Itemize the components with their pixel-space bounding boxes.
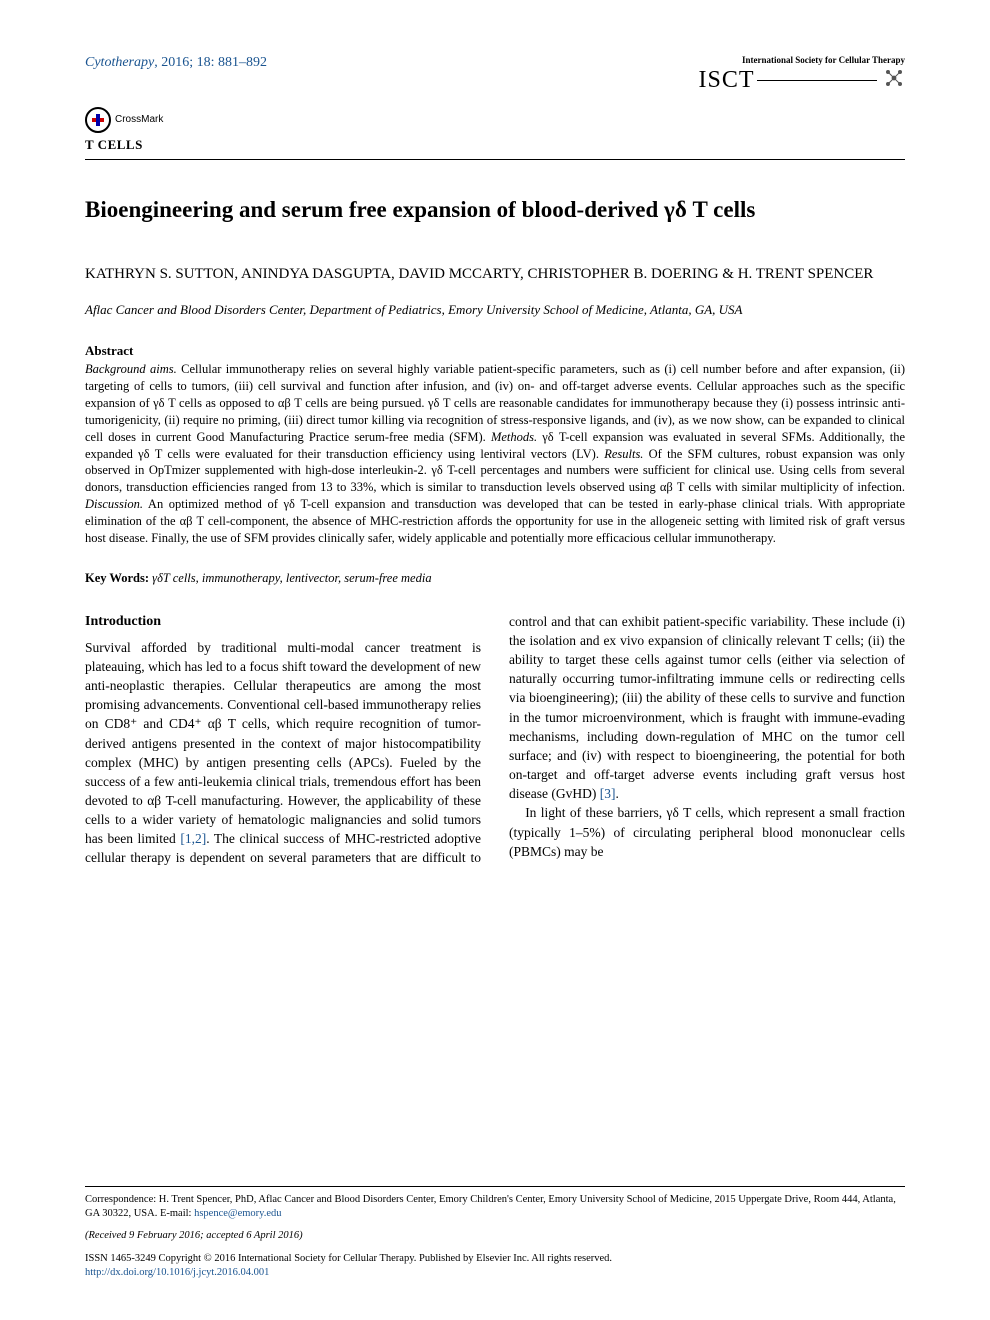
abstract-heading: Abstract [85,342,905,360]
correspondence-email[interactable]: hspence@emory.edu [194,1208,281,1219]
journal-year-pages: , 2016; 18: 881–892 [154,55,267,70]
crossmark-label: CrossMark [115,114,163,125]
footer-rule [85,1186,905,1187]
keywords-label: Key Words: [85,571,149,585]
section-label: T CELLS [85,137,905,153]
isct-tagline: International Society for Cellular Thera… [698,55,905,66]
keywords: Key Words: γδT cells, immunotherapy, len… [85,571,905,586]
intro-para-2: In light of these barriers, γδ T cells, … [509,803,905,860]
ref-link-1-2[interactable]: [1,2] [180,831,206,846]
abstract-methods-label: Methods. [491,430,537,444]
received-dates: (Received 9 February 2016; accepted 6 Ap… [85,1229,905,1243]
header-rule [85,159,905,160]
abstract-discussion-label: Discussion. [85,497,143,511]
page-footer: Correspondence: H. Trent Spencer, PhD, A… [85,1186,905,1280]
keywords-list: γδT cells, immunotherapy, lentivector, s… [152,571,431,585]
network-icon [883,67,905,93]
journal-name: Cytotherapy [85,55,154,70]
intro-para-1d: . [615,786,618,801]
affiliation: Aflac Cancer and Blood Disorders Center,… [85,301,905,319]
introduction-heading: Introduction [85,612,481,632]
abstract-text: Background aims. Cellular immunotherapy … [85,361,905,547]
correspondence: Correspondence: H. Trent Spencer, PhD, A… [85,1193,905,1221]
isct-logo: International Society for Cellular Thera… [698,55,905,95]
crossmark-icon [85,107,111,133]
body-text: Introduction Survival afforded by tradit… [85,612,905,868]
isct-abbrev: ISCT [698,66,754,95]
crossmark-badge[interactable]: CrossMark [85,107,163,133]
journal-citation: Cytotherapy, 2016; 18: 881–892 [85,55,267,71]
abstract-results-label: Results. [604,447,643,461]
abstract-background-label: Background aims. [85,362,177,376]
authors: KATHRYN S. SUTTON, ANINDYA DASGUPTA, DAV… [85,264,905,285]
isct-logo-row: ISCT [698,66,905,95]
article-title: Bioengineering and serum free expansion … [85,195,905,225]
intro-para-1a: Survival afforded by traditional multi-m… [85,640,481,847]
abstract-discussion-text: An optimized method of γδ T-cell expansi… [85,497,905,545]
issn-copyright: ISSN 1465-3249 Copyright © 2016 Internat… [85,1252,905,1266]
abstract: Abstract Background aims. Cellular immun… [85,342,905,547]
doi-link[interactable]: http://dx.doi.org/10.1016/j.jcyt.2016.04… [85,1267,269,1278]
ref-link-3[interactable]: [3] [600,786,616,801]
isct-line [757,80,877,81]
page-header: Cytotherapy, 2016; 18: 881–892 Internati… [85,55,905,95]
